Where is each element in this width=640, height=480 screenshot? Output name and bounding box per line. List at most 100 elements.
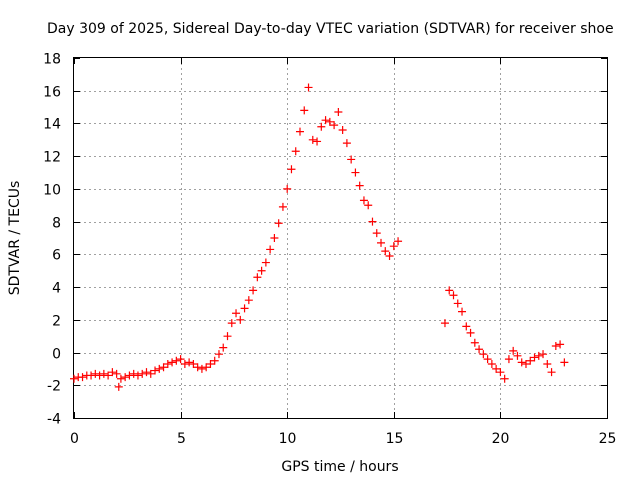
data-point xyxy=(389,242,398,251)
data-point xyxy=(257,266,266,275)
data-point xyxy=(295,127,304,136)
data-point xyxy=(526,356,535,365)
data-point xyxy=(142,368,151,377)
data-point xyxy=(543,360,552,368)
data-point xyxy=(95,371,104,380)
data-point xyxy=(377,238,386,247)
data-point xyxy=(530,353,539,362)
x-tick-label: 10 xyxy=(279,431,297,447)
data-point xyxy=(253,273,262,282)
data-point xyxy=(483,355,492,364)
data-point xyxy=(78,373,87,382)
x-tick-label: 5 xyxy=(177,431,186,447)
data-point xyxy=(112,369,121,378)
data-point xyxy=(521,360,530,368)
data-point xyxy=(385,252,394,260)
y-tick-label: 0 xyxy=(52,347,61,363)
data-point xyxy=(155,364,164,373)
data-point xyxy=(487,360,496,368)
data-point xyxy=(342,139,351,148)
data-point xyxy=(334,108,343,116)
data-point xyxy=(313,137,322,146)
data-point xyxy=(121,373,130,382)
x-axis-label: GPS time / hours xyxy=(281,459,398,475)
data-point xyxy=(193,363,202,372)
data-point xyxy=(104,371,113,380)
data-point xyxy=(125,371,134,380)
y-tick-label: -4 xyxy=(47,412,61,428)
y-tick-label: 18 xyxy=(43,52,61,68)
data-point xyxy=(308,135,317,144)
data-point xyxy=(466,328,475,337)
data-point xyxy=(168,358,177,367)
grid-lines xyxy=(74,58,607,418)
data-point xyxy=(440,319,449,328)
data-point xyxy=(330,121,339,130)
data-point xyxy=(108,368,117,377)
data-point xyxy=(492,364,501,373)
data-point xyxy=(300,106,309,115)
data-point xyxy=(151,366,160,375)
data-point xyxy=(227,319,236,328)
data-point xyxy=(291,147,300,156)
plot-area-frame xyxy=(73,57,608,419)
data-point xyxy=(116,374,125,383)
data-point xyxy=(129,369,138,378)
y-tick-label: 8 xyxy=(52,216,61,232)
x-tick-label: 0 xyxy=(70,431,79,447)
data-point xyxy=(359,196,368,205)
data-point xyxy=(304,83,313,92)
data-point xyxy=(534,351,543,360)
data-point xyxy=(321,116,330,125)
data-point xyxy=(249,286,258,295)
data-point xyxy=(133,371,142,380)
data-point xyxy=(338,126,347,134)
data-point xyxy=(244,296,253,305)
data-point xyxy=(496,368,505,377)
data-point xyxy=(185,358,194,367)
data-point xyxy=(539,350,548,359)
data-point xyxy=(479,350,488,359)
data-point xyxy=(513,351,522,360)
y-tick-label: 4 xyxy=(52,281,61,297)
data-point xyxy=(219,343,228,352)
data-point xyxy=(266,245,275,254)
data-point xyxy=(551,342,560,350)
x-tick-label: 25 xyxy=(599,431,617,447)
x-tick-label: 20 xyxy=(492,431,510,447)
y-axis-label: SDTVAR / TECUs xyxy=(7,181,23,296)
data-point xyxy=(138,369,147,378)
data-point xyxy=(159,363,168,372)
data-point xyxy=(500,374,509,383)
data-point xyxy=(210,356,219,365)
chart-title: Day 309 of 2025, Sidereal Day-to-day VTE… xyxy=(47,21,614,37)
y-tick-label: 12 xyxy=(43,150,61,166)
y-tick-label: 2 xyxy=(52,314,61,330)
data-point xyxy=(70,374,78,383)
data-point xyxy=(261,258,270,267)
data-point xyxy=(287,165,296,174)
data-point xyxy=(87,371,96,380)
y-tick-label: -2 xyxy=(47,379,61,395)
data-point xyxy=(180,360,189,368)
data-point xyxy=(547,368,556,377)
data-point xyxy=(202,363,211,372)
data-point xyxy=(206,360,215,368)
data-point xyxy=(351,168,360,177)
data-point xyxy=(458,307,467,316)
data-point xyxy=(517,358,526,367)
data-point xyxy=(232,309,241,318)
data-point xyxy=(445,286,454,295)
data-point xyxy=(364,201,373,210)
y-tick-label: 14 xyxy=(43,117,61,133)
data-point xyxy=(475,345,484,354)
data-point xyxy=(91,369,100,378)
data-point xyxy=(347,155,356,164)
data-point xyxy=(189,360,198,368)
data-point xyxy=(197,364,206,373)
data-point xyxy=(462,322,471,331)
data-point xyxy=(470,338,479,347)
y-tick-label: 10 xyxy=(43,183,61,199)
data-point xyxy=(509,346,518,355)
